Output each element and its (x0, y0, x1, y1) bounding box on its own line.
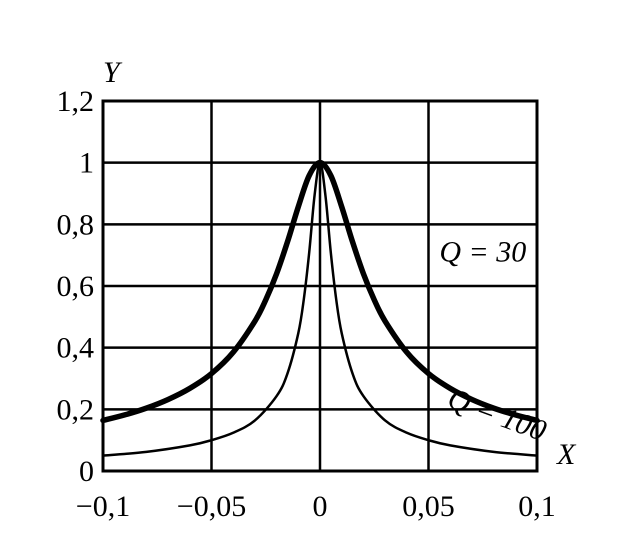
x-tick-label-3: 0,05 (402, 490, 455, 523)
x-tick-label-4: 0,1 (518, 490, 556, 523)
x-axis-label: X (556, 438, 577, 471)
series-label-q100: Q = 100 (443, 382, 550, 448)
series-labels: Q = 30 Q = 100 (439, 235, 550, 447)
y-tick-label-3: 0,6 (57, 270, 95, 303)
y-tick-label-2: 0,4 (57, 332, 95, 365)
grid (101, 99, 539, 473)
series-label-q30: Q = 30 (439, 235, 526, 268)
y-axis-label: Y (103, 56, 123, 89)
series-layer (100, 159, 540, 457)
series-line-q100 (101, 161, 539, 457)
tick-labels: −0,1 −0,05 0 0,05 0,1 0 0,2 0,4 0,6 0,8 1 1,2 (57, 85, 556, 523)
y-tick-label-0: 0 (79, 455, 94, 488)
y-tick-label-5: 1 (79, 147, 94, 180)
y-tick-label-4: 0,8 (57, 208, 95, 241)
x-tick-label-2: 0 (313, 490, 328, 523)
y-tick-label-6: 1,2 (57, 85, 95, 118)
plot-frame (101, 99, 539, 473)
x-tick-label-1: −0,05 (177, 490, 246, 523)
y-tick-label-1: 0,2 (57, 393, 95, 426)
x-tick-label-0: −0,1 (76, 490, 130, 523)
